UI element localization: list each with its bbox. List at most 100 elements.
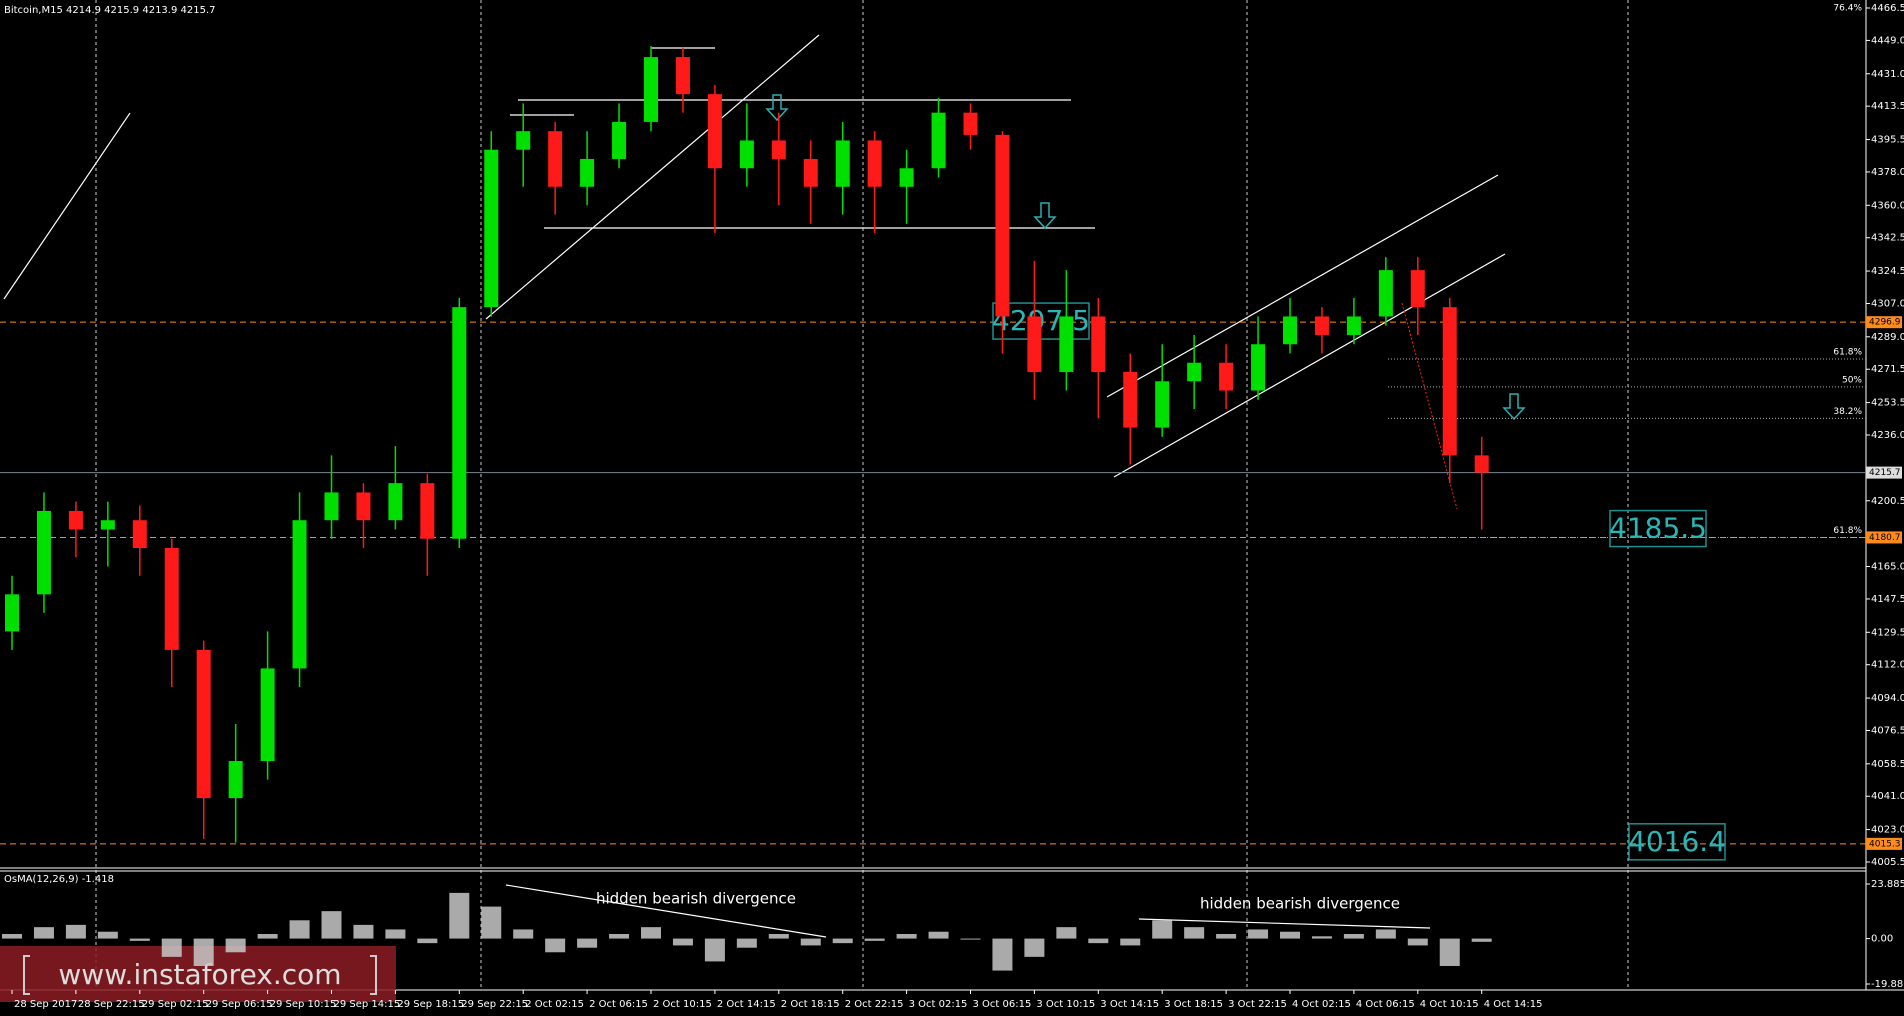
fib-anchor [1401, 302, 1458, 510]
y-tick-label: 4342.5 [1871, 233, 1904, 244]
candle-body [644, 57, 658, 122]
fib-label: 38.2% [1833, 407, 1862, 417]
candle-body [1251, 344, 1266, 391]
target-box [1609, 509, 1707, 548]
histogram-bar [577, 938, 598, 948]
candle-body [36, 510, 51, 595]
annotation: hidden bearish divergence [596, 890, 796, 908]
watermark-bracket [23, 955, 377, 995]
histogram-bar [321, 911, 342, 939]
target-label: 4016.4 [1628, 825, 1726, 858]
y-tick-label: 4413.5 [1871, 101, 1904, 112]
candle-body [1442, 307, 1457, 456]
vertical-grid [95, 0, 1629, 988]
candle-body [196, 649, 211, 799]
candle-body [1187, 362, 1202, 382]
histogram-bar [161, 938, 182, 957]
x-tick-label: 3 Oct 14:15 [1100, 999, 1159, 1010]
x-tick-label: 2 Oct 18:15 [781, 999, 840, 1010]
histogram-bar [960, 938, 981, 940]
x-tick-label: 29 Sep 22:15 [461, 999, 528, 1010]
y-tick-label: 4200.5 [1871, 496, 1904, 507]
y-tick-label: 4005.5 [1871, 857, 1904, 868]
histogram-bar [641, 927, 661, 939]
y-tick-label: 4253.5 [1871, 398, 1904, 409]
histogram-bar [864, 938, 885, 941]
y-tick-label: 4378.0 [1871, 167, 1904, 178]
target-box [1628, 823, 1726, 861]
level-label-box [1866, 531, 1902, 544]
candle-body [867, 140, 882, 187]
candle-body [1091, 316, 1106, 373]
histogram-bar [545, 938, 566, 953]
watermark: www.instaforex.com [0, 946, 396, 1002]
candle-body [100, 520, 115, 530]
histogram-bar [1152, 920, 1173, 939]
x-tick-label: 29 Sep 10:15 [270, 999, 337, 1010]
x-tick-label: 29 Sep 06:15 [206, 999, 273, 1010]
candle-body [1059, 316, 1074, 373]
histogram-bar [129, 938, 150, 941]
x-tick-label: 3 Oct 02:15 [909, 999, 968, 1010]
histogram-bar [1280, 931, 1300, 939]
histogram-bar [65, 924, 86, 939]
level-label: 4180.7 [1869, 533, 1901, 543]
histogram-bar [704, 938, 725, 962]
candle-body [963, 112, 978, 135]
histogram-bar [672, 938, 693, 946]
trend-line [3, 112, 131, 300]
x-tick-label: 3 Oct 22:15 [1228, 999, 1287, 1010]
candle-body [228, 761, 243, 799]
histogram-bar [417, 938, 438, 944]
candle-body [1027, 316, 1042, 373]
candle-body [420, 483, 435, 539]
x-tick-label: 3 Oct 06:15 [973, 999, 1032, 1010]
arrows [765, 94, 1526, 421]
candle-body [1219, 362, 1234, 391]
histogram-bar [800, 938, 821, 946]
histogram-bar [97, 931, 118, 939]
candle-body [164, 548, 179, 650]
divergence-line [505, 884, 827, 938]
y-tick-label: 4165.0 [1871, 562, 1904, 573]
histogram-bar [992, 938, 1013, 971]
candle-body [516, 131, 531, 150]
histogram-bar [193, 938, 214, 966]
indicator-title: OsMA(12,26,9) -1.418 [4, 874, 114, 885]
channel-line [1113, 253, 1506, 478]
x-tick-label: 4 Oct 10:15 [1420, 999, 1479, 1010]
level-label-box [1866, 837, 1902, 850]
y-tick-label: 4129.5 [1871, 627, 1904, 638]
candle-body [356, 492, 371, 521]
level-label-box [1866, 316, 1902, 329]
x-tick-label: 29 Sep 18:15 [397, 999, 464, 1010]
level-label: 4015.3 [1869, 839, 1901, 849]
down-arrow [1033, 202, 1057, 230]
chart-title: Bitcoin,M15 4214.9 4215.9 4213.9 4215.7 [4, 5, 216, 16]
y-tick-label: 4360.0 [1871, 200, 1904, 211]
histogram-bar [2, 934, 22, 939]
x-tick-label: 4 Oct 06:15 [1356, 999, 1415, 1010]
candle-body [1346, 316, 1361, 335]
y-tick-label: 4058.5 [1871, 759, 1904, 770]
histogram-bar [832, 938, 853, 944]
candle-body [260, 668, 275, 762]
histogram-bar [1407, 938, 1428, 946]
candle-body [580, 158, 595, 187]
y-tick-label: 4112.0 [1871, 660, 1904, 671]
candle-body [835, 140, 850, 187]
y-tick-label: 4271.5 [1871, 364, 1904, 375]
histogram-bar [449, 892, 470, 939]
histogram-bar [609, 934, 630, 939]
channel-line [1106, 174, 1499, 398]
histogram-bar [33, 927, 54, 939]
candle-body [612, 121, 627, 159]
candle-body [132, 520, 147, 549]
histogram-bar [1088, 938, 1109, 944]
candle-body [707, 94, 722, 169]
x-tick-label: 2 Oct 22:15 [845, 999, 904, 1010]
x-tick-label: 29 Sep 14:15 [334, 999, 401, 1010]
histogram-bar [896, 934, 917, 939]
histogram-bar [225, 938, 246, 953]
histogram-bar [289, 920, 310, 939]
